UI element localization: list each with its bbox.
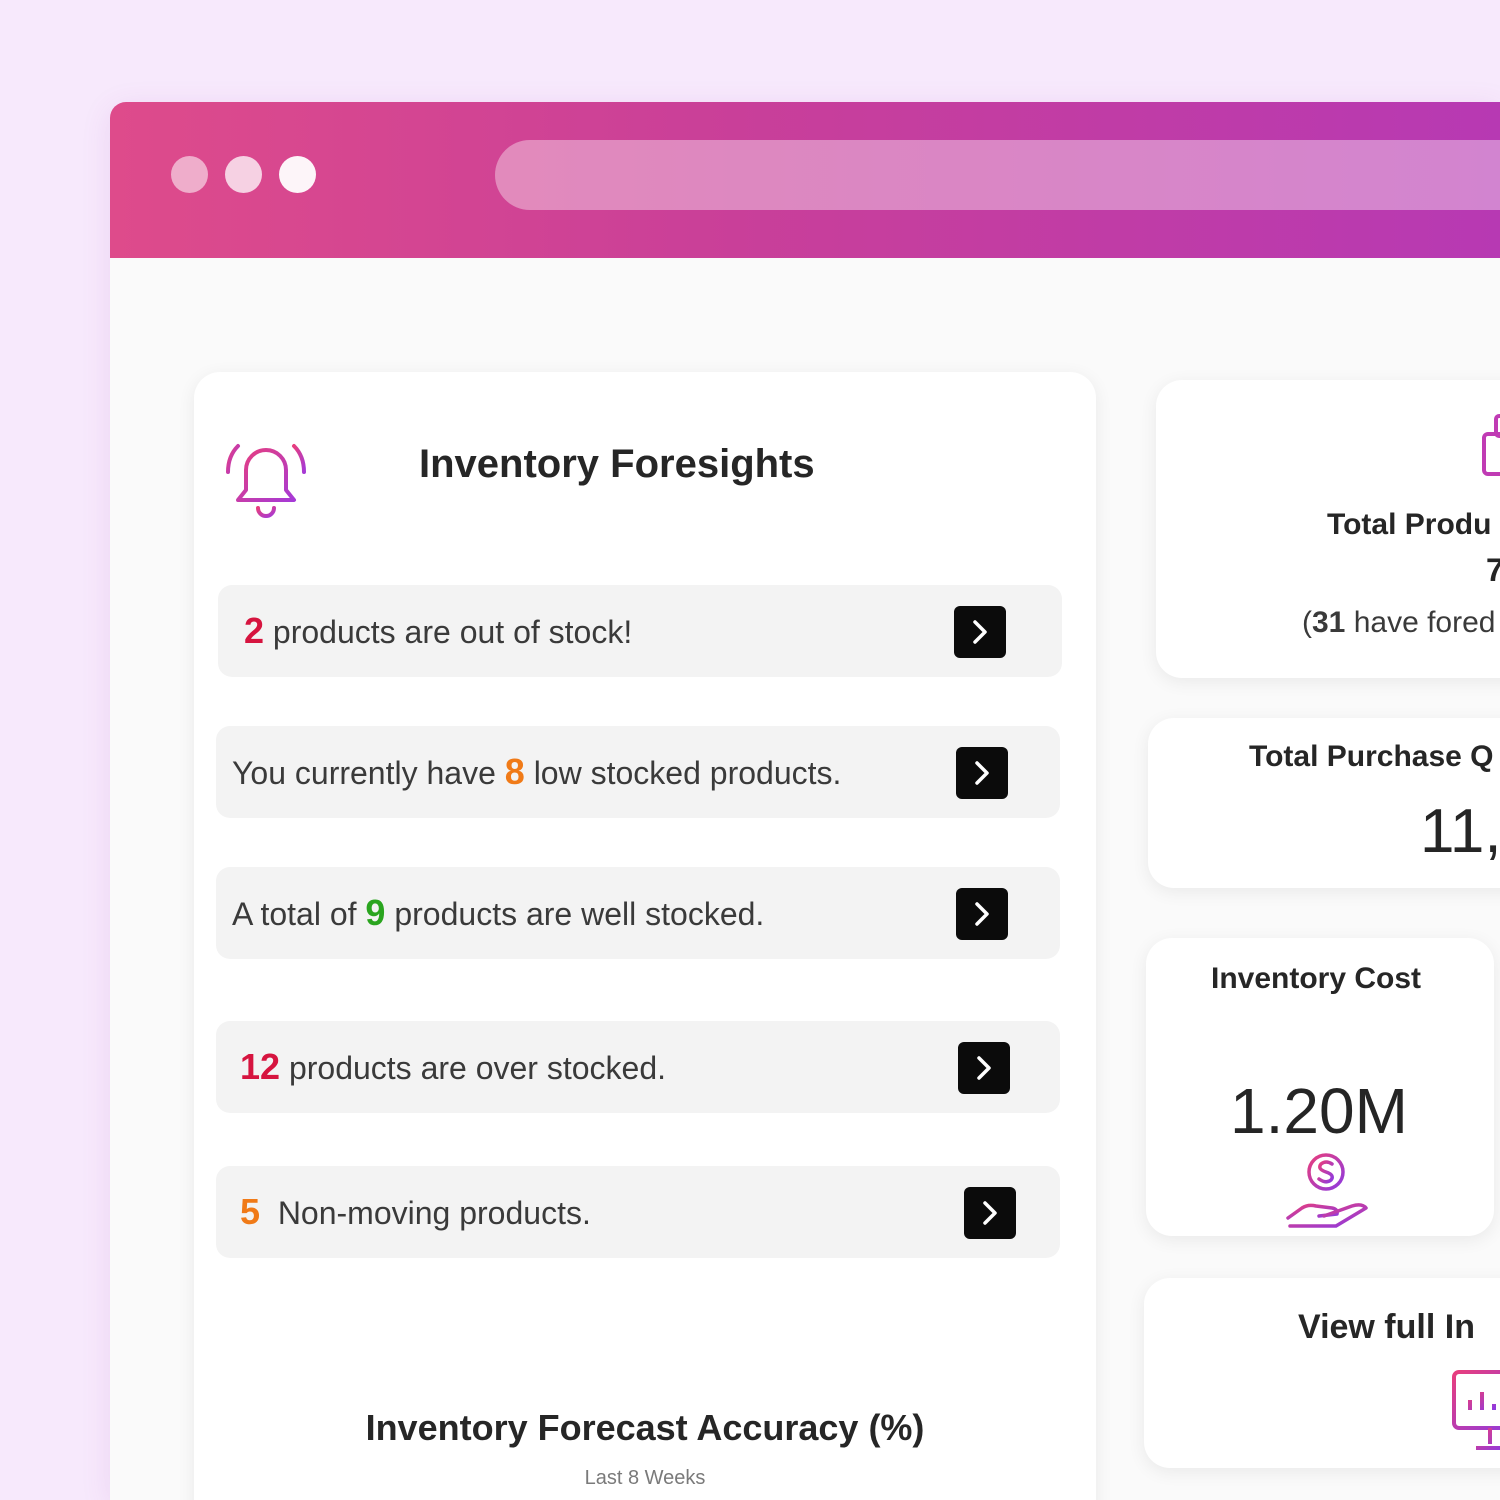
out-of-stock-count: 2 <box>244 610 265 651</box>
forecast-note: (31 have fored <box>1302 606 1496 639</box>
forecast-accuracy-subtitle: Last 8 Weeks <box>584 1467 706 1489</box>
over-stocked-arrow-button[interactable] <box>958 1042 1010 1094</box>
view-full-inventory-card[interactable]: View full In <box>1144 1278 1500 1468</box>
window-dot-maximize[interactable] <box>279 156 316 193</box>
row-well-stocked[interactable]: A total of 9 products are well stocked. <box>216 867 1060 959</box>
row-low-stock[interactable]: You currently have 8 low stocked product… <box>216 726 1060 818</box>
inventory-cost-card: Inventory Cost 1.20M <box>1146 938 1494 1236</box>
row-text: 5 Non-moving products. <box>240 1191 591 1232</box>
chevron-right-icon <box>975 902 989 926</box>
window-dot-close[interactable] <box>171 156 208 193</box>
total-purchase-value: 11, <box>1420 797 1500 866</box>
row-out-of-stock[interactable]: 2 products are out of stock! <box>218 585 1062 677</box>
row-text: A total of 9 products are well stocked. <box>232 892 765 933</box>
chevron-right-icon <box>983 1201 997 1225</box>
row-text: 12 products are over stocked. <box>240 1046 667 1087</box>
row-over-stocked[interactable]: 12 products are over stocked. <box>216 1021 1060 1113</box>
total-products-label: Total Produ <box>1327 508 1492 541</box>
browser-titlebar <box>110 102 1500 258</box>
chevron-right-icon <box>973 620 987 644</box>
total-purchase-label: Total Purchase Q <box>1249 740 1494 773</box>
monitor-chart-icon <box>1452 1370 1500 1450</box>
inventory-cost-value: 1.20M <box>1230 1075 1408 1147</box>
total-products-card: Total Produ 7 (31 have fored <box>1156 380 1500 678</box>
money-hand-icon <box>1286 1153 1368 1228</box>
forecast-accuracy-title: Inventory Forecast Accuracy (%) <box>365 1407 925 1448</box>
address-bar[interactable] <box>495 140 1500 210</box>
inventory-cost-label: Inventory Cost <box>1211 962 1422 995</box>
forecast-count: 31 <box>1312 606 1346 639</box>
box-icon <box>1482 414 1500 476</box>
well-stocked-arrow-button[interactable] <box>956 888 1008 940</box>
non-moving-count: 5 <box>240 1191 261 1232</box>
card-title: Inventory Foresights <box>419 442 815 486</box>
row-text: 2 products are out of stock! <box>244 610 633 651</box>
non-moving-arrow-button[interactable] <box>964 1187 1016 1239</box>
row-text: You currently have 8 low stocked product… <box>232 751 842 792</box>
window-dot-minimize[interactable] <box>225 156 262 193</box>
low-stock-count: 8 <box>504 751 525 792</box>
browser-window: Inventory Foresights 2 products are out … <box>110 102 1500 1500</box>
inventory-foresights-card: Inventory Foresights 2 products are out … <box>194 372 1096 1500</box>
bell-icon <box>226 436 306 518</box>
well-stocked-count: 9 <box>365 892 386 933</box>
total-products-value: 7 <box>1486 552 1500 588</box>
over-stocked-count: 12 <box>240 1046 281 1087</box>
row-non-moving[interactable]: 5 Non-moving products. <box>216 1166 1060 1258</box>
low-stock-arrow-button[interactable] <box>956 747 1008 799</box>
view-full-label: View full In <box>1298 1308 1475 1346</box>
chevron-right-icon <box>977 1056 991 1080</box>
out-of-stock-arrow-button[interactable] <box>954 606 1006 658</box>
total-purchase-card: Total Purchase Q 11, <box>1148 718 1500 888</box>
chevron-right-icon <box>975 761 989 785</box>
